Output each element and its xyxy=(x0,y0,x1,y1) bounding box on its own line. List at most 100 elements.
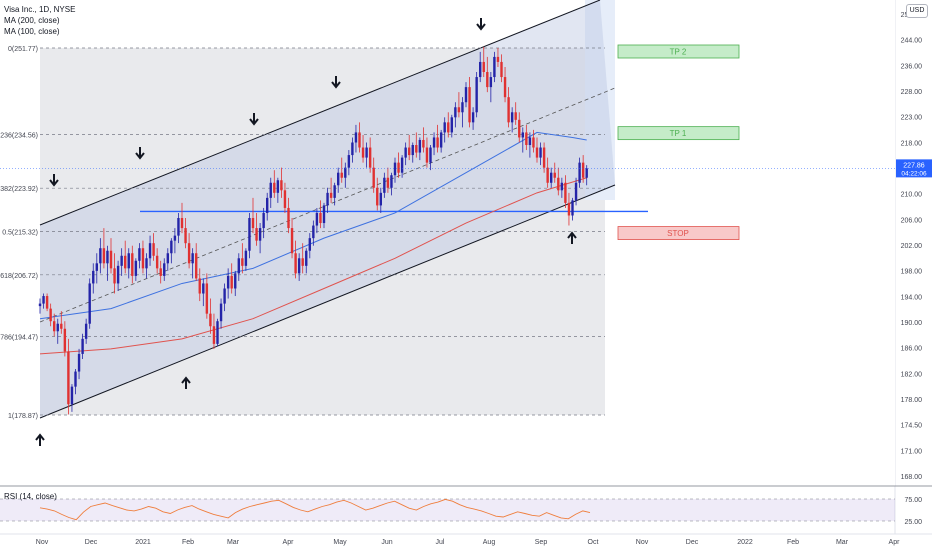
candle xyxy=(351,137,354,163)
candle xyxy=(60,311,63,334)
time-tick-label: Apr xyxy=(889,539,901,546)
candle-body xyxy=(457,107,461,113)
candle-body xyxy=(106,250,109,264)
candle-body xyxy=(280,180,283,191)
time-tick-label: Nov xyxy=(36,539,49,546)
zone-label: STOP xyxy=(667,229,689,238)
candle xyxy=(42,293,45,309)
candle-body xyxy=(386,177,390,188)
time-tick-label: Mar xyxy=(227,539,240,546)
candle xyxy=(63,321,67,357)
candle-body xyxy=(372,167,375,188)
candle-body xyxy=(514,112,517,120)
candle xyxy=(486,56,489,93)
candle xyxy=(454,102,457,128)
candle xyxy=(315,207,319,234)
candle xyxy=(177,212,180,244)
candle-body xyxy=(258,228,262,241)
candle xyxy=(329,177,333,203)
candle xyxy=(546,157,549,188)
candle-body xyxy=(567,202,571,216)
candle-body xyxy=(354,132,358,143)
candle-body xyxy=(67,351,70,405)
time-tick-label: Dec xyxy=(85,539,98,546)
candle-body xyxy=(42,296,45,304)
candle-body xyxy=(560,182,564,191)
price-tick-label: 174.50 xyxy=(901,423,923,430)
candle xyxy=(436,124,439,153)
price-tick-label: 186.00 xyxy=(901,346,923,353)
candle xyxy=(493,51,496,83)
candle-body xyxy=(461,102,464,113)
candle-body xyxy=(329,192,333,198)
candle xyxy=(397,152,400,178)
candle xyxy=(116,260,120,292)
candle xyxy=(461,97,464,128)
candle-body xyxy=(276,180,280,193)
candle xyxy=(443,117,446,143)
candle xyxy=(564,175,567,208)
candle xyxy=(415,132,418,158)
candle xyxy=(49,303,52,327)
candle xyxy=(347,150,351,176)
candle-body xyxy=(287,207,290,229)
symbol-title: Visa Inc., 1D, NYSE xyxy=(4,5,76,14)
candle xyxy=(184,218,187,249)
candle-body xyxy=(408,147,411,156)
candle xyxy=(379,187,382,213)
price-tick-label: 244.00 xyxy=(901,38,923,45)
price-tick-label: 178.00 xyxy=(901,397,923,404)
candle-body xyxy=(163,263,166,276)
candle xyxy=(489,72,493,103)
candle-body xyxy=(376,187,379,206)
zone-box xyxy=(617,226,740,240)
candle-body xyxy=(145,258,148,269)
candle xyxy=(84,318,88,344)
candle xyxy=(390,172,393,196)
currency-button[interactable]: USD xyxy=(906,4,928,18)
candle-body xyxy=(152,243,155,256)
arrow-down-icon xyxy=(135,147,145,160)
time-tick-label: Sep xyxy=(535,539,548,546)
candle xyxy=(553,162,556,183)
candle xyxy=(365,142,368,168)
time-tick-label: Nov xyxy=(636,539,649,546)
candle-body xyxy=(45,296,49,309)
candle-body xyxy=(404,147,407,158)
candle-body xyxy=(379,192,382,206)
candle xyxy=(507,87,510,128)
candle xyxy=(134,258,138,281)
candle xyxy=(308,233,311,259)
candle xyxy=(500,54,503,83)
candle-body xyxy=(88,283,91,324)
candle xyxy=(464,82,468,108)
candle xyxy=(283,182,287,213)
candle-body xyxy=(581,162,585,178)
candle xyxy=(340,157,343,183)
candle xyxy=(113,253,116,294)
time-tick-label: Feb xyxy=(182,539,194,546)
candle-body xyxy=(131,253,134,276)
candle xyxy=(109,238,113,274)
candle xyxy=(457,92,461,118)
candle-body xyxy=(255,228,258,241)
time-tick-label: Aug xyxy=(483,539,496,546)
stop-zone: STOP xyxy=(617,226,740,240)
candle xyxy=(141,240,145,274)
candle xyxy=(255,212,258,246)
candle-body xyxy=(205,283,209,314)
price-tick-label: 236.00 xyxy=(901,63,923,70)
candle-body xyxy=(113,268,116,284)
candle-body xyxy=(81,338,84,354)
candle-body xyxy=(571,200,574,216)
candle xyxy=(290,218,294,259)
countdown-value: 04:22:06 xyxy=(901,170,927,177)
candle xyxy=(479,51,482,83)
candle-body xyxy=(397,162,400,173)
price-tick-label: 210.00 xyxy=(901,192,923,199)
candle-body xyxy=(180,218,184,229)
candle xyxy=(56,318,59,344)
candle-body xyxy=(532,137,535,148)
candle xyxy=(432,132,436,156)
